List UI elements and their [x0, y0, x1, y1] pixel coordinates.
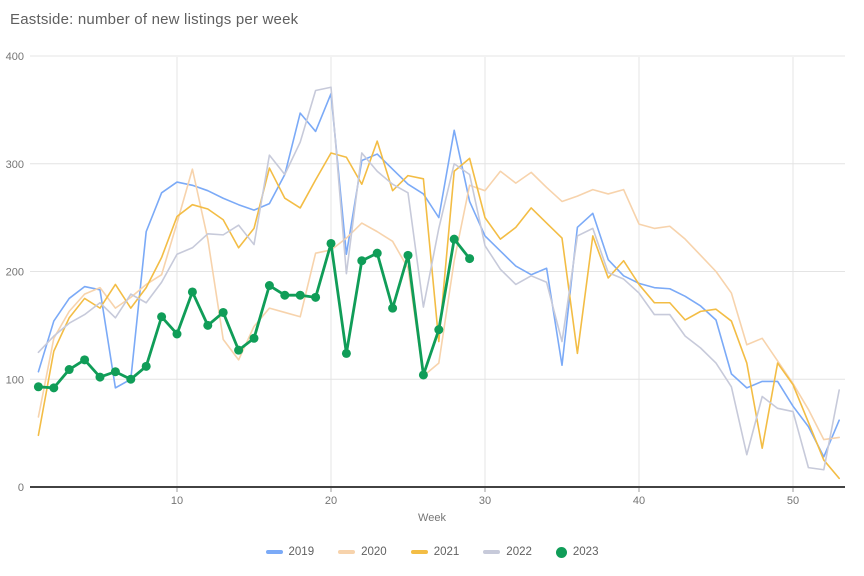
data-point-marker-2023	[434, 325, 444, 335]
data-point-marker-2023	[249, 333, 259, 343]
data-point-marker-2023	[141, 361, 151, 371]
legend-dot-swatch-icon	[555, 546, 567, 558]
data-point-marker-2023	[388, 303, 398, 313]
data-point-marker-2023	[449, 234, 459, 244]
y-axis-tick-label: 0	[18, 482, 24, 494]
legend-line-swatch-icon	[410, 550, 428, 554]
y-axis-tick-label: 400	[6, 51, 24, 63]
y-axis-tick-label: 100	[6, 374, 24, 386]
plot-area: 0 100 200 300 400 10 20 30 40 50	[6, 51, 845, 507]
y-axis-tick-label: 200	[6, 267, 24, 279]
x-axis-tick-label: 50	[787, 495, 799, 507]
data-point-marker-2023	[372, 248, 382, 258]
legend-label: 2023	[572, 546, 599, 558]
data-point-marker-2023	[418, 370, 428, 380]
legend-item-2020: 2020	[338, 546, 387, 558]
data-point-marker-2023	[295, 290, 305, 300]
data-point-marker-2023	[403, 250, 413, 260]
y-axis-tick-label: 300	[6, 159, 24, 171]
x-axis-tick-label: 40	[633, 495, 645, 507]
x-axis-tick-label: 20	[325, 495, 337, 507]
data-point-marker-2023	[357, 256, 367, 266]
data-point-marker-2023	[172, 329, 182, 339]
legend-label: 2020	[361, 546, 387, 558]
data-point-marker-2023	[218, 307, 228, 317]
legend-item-2019: 2019	[265, 546, 315, 558]
legend-item-2023: 2023	[555, 546, 599, 558]
data-point-marker-2023	[33, 382, 43, 392]
legend: 2019 2020 2021 2022 2023	[0, 546, 864, 558]
data-point-marker-2023	[80, 355, 90, 365]
legend-label: 2019	[288, 546, 315, 558]
data-point-marker-2023	[95, 372, 105, 382]
chart-title: Eastside: number of new listings per wee…	[10, 11, 299, 28]
data-point-marker-2023	[126, 374, 136, 384]
data-point-marker-2023	[280, 290, 290, 300]
x-axis-title: Week	[418, 512, 446, 524]
data-point-marker-2023	[311, 292, 321, 302]
legend-line-swatch-icon	[265, 550, 283, 554]
series-line-2021	[37, 140, 841, 480]
data-point-marker-2023	[465, 254, 475, 264]
legend-label: 2021	[433, 546, 460, 558]
series-line-2020	[37, 168, 841, 441]
legend-line-swatch-icon	[483, 550, 501, 554]
legend-item-2022: 2022	[483, 546, 532, 558]
data-point-marker-2023	[157, 312, 167, 322]
data-point-marker-2023	[110, 367, 120, 377]
data-point-marker-2023	[187, 287, 197, 297]
x-axis-tick-label: 30	[479, 495, 491, 507]
x-axis-tick-label: 10	[171, 495, 183, 507]
data-point-marker-2023	[203, 320, 213, 330]
data-point-marker-2023	[341, 348, 351, 358]
data-point-marker-2023	[49, 383, 59, 393]
legend-line-swatch-icon	[338, 550, 356, 554]
series-line-2022	[37, 86, 841, 471]
data-point-marker-2023	[326, 238, 336, 248]
data-point-marker-2023	[234, 345, 244, 355]
data-point-marker-2023	[264, 281, 274, 291]
data-point-marker-2023	[64, 365, 74, 375]
legend-label: 2022	[506, 546, 532, 558]
legend-item-2021: 2021	[410, 546, 460, 558]
